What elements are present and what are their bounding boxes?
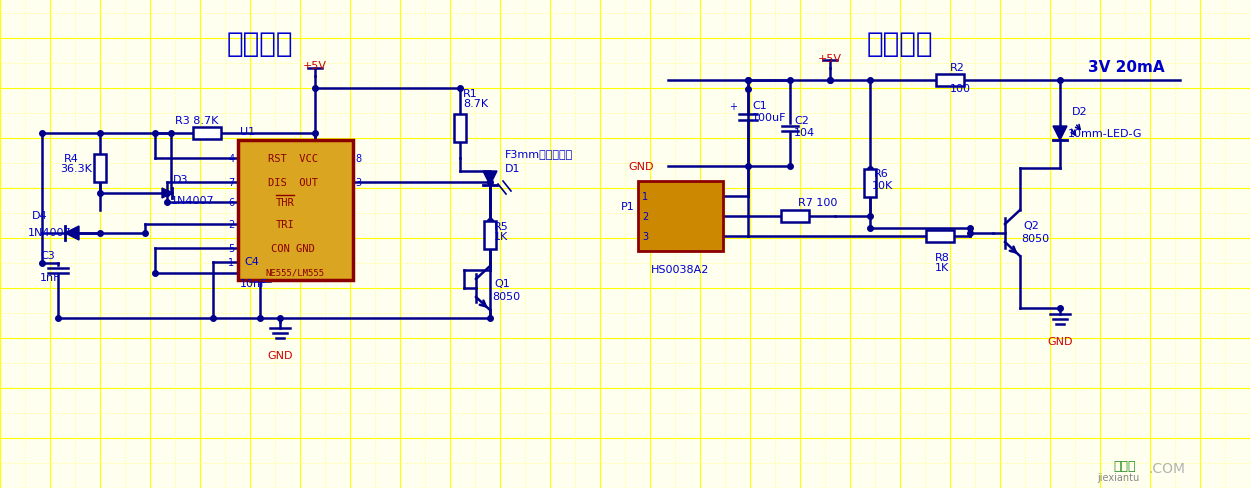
Text: 10nF: 10nF [240, 279, 268, 288]
Text: 1: 1 [229, 258, 235, 267]
Text: 2: 2 [642, 212, 649, 222]
Text: .COM: .COM [1148, 461, 1185, 475]
Text: 7: 7 [229, 178, 235, 187]
Text: +5V: +5V [302, 61, 328, 71]
Text: THR: THR [276, 198, 295, 207]
Text: 104: 104 [794, 128, 815, 138]
Text: GND: GND [629, 162, 654, 172]
Text: 1nF: 1nF [40, 272, 60, 283]
Text: GND: GND [268, 350, 292, 360]
Text: 1N4007: 1N4007 [171, 196, 215, 205]
Text: 10K: 10K [872, 181, 894, 191]
Text: 3: 3 [642, 231, 649, 242]
Polygon shape [482, 172, 498, 185]
Text: 8.7K: 8.7K [462, 99, 489, 109]
Text: DIS  OUT: DIS OUT [268, 178, 318, 187]
Text: 1K: 1K [494, 231, 509, 242]
Text: R3 8.7K: R3 8.7K [175, 116, 219, 126]
Bar [192, 128, 221, 140]
Text: +5V: +5V [818, 54, 842, 64]
Text: TRI: TRI [276, 220, 295, 229]
Polygon shape [65, 226, 79, 241]
Text: 1N4007: 1N4007 [28, 227, 71, 238]
Text: 10mm-LED-G: 10mm-LED-G [1068, 129, 1142, 139]
Text: 8050: 8050 [1021, 234, 1049, 244]
Text: C3: C3 [40, 250, 55, 261]
Text: D4: D4 [32, 210, 48, 221]
Text: R1: R1 [462, 89, 478, 99]
Text: 8: 8 [355, 154, 361, 163]
Text: NE555/LM555: NE555/LM555 [265, 268, 325, 277]
Text: D1: D1 [505, 163, 520, 174]
Text: F3mm红外发射管: F3mm红外发射管 [505, 149, 574, 159]
Bar [94, 155, 106, 183]
Text: RST  VCC: RST VCC [268, 154, 318, 163]
Text: +: + [729, 102, 738, 112]
Polygon shape [1052, 127, 1068, 141]
Text: R5: R5 [494, 222, 509, 231]
Text: 5: 5 [229, 244, 235, 253]
Bar [936, 75, 964, 87]
Text: 3: 3 [355, 178, 361, 187]
Bar [864, 170, 876, 198]
Text: HS0038A2: HS0038A2 [651, 264, 710, 274]
Text: R7 100: R7 100 [798, 198, 838, 207]
Text: D3: D3 [173, 175, 189, 184]
Bar [926, 230, 954, 243]
Text: jiexiantu: jiexiantu [1098, 472, 1139, 482]
Text: 4: 4 [229, 154, 235, 163]
Bar [238, 141, 352, 281]
Text: C2: C2 [794, 116, 809, 126]
Text: 8050: 8050 [492, 291, 520, 302]
Bar [454, 115, 466, 142]
Text: U1: U1 [240, 127, 255, 137]
Text: 36.3K: 36.3K [60, 163, 92, 174]
Text: Q2: Q2 [1022, 221, 1039, 230]
Text: R8: R8 [935, 252, 950, 263]
Bar [781, 210, 809, 223]
Polygon shape [162, 189, 172, 199]
Text: R4: R4 [64, 154, 79, 163]
Text: CON GND: CON GND [271, 244, 315, 253]
Text: 3V 20mA: 3V 20mA [1089, 60, 1165, 75]
Text: 接收部分: 接收部分 [866, 30, 934, 58]
Text: 2: 2 [229, 220, 235, 229]
Text: 接线图: 接线图 [1114, 460, 1136, 472]
Text: Q1: Q1 [494, 279, 510, 288]
Text: R6: R6 [874, 169, 889, 179]
Bar [638, 182, 722, 251]
Text: C1: C1 [752, 101, 766, 111]
Text: GND: GND [1048, 336, 1072, 346]
Bar [484, 222, 496, 249]
Text: 100uF: 100uF [752, 113, 786, 123]
Text: 1: 1 [642, 192, 649, 202]
Text: 6: 6 [229, 198, 235, 207]
Text: C4: C4 [244, 257, 259, 266]
Text: R2: R2 [950, 63, 965, 73]
Text: P1: P1 [621, 202, 635, 212]
Text: 100: 100 [950, 84, 971, 94]
Text: D2: D2 [1072, 107, 1088, 117]
Text: 发射部分: 发射部分 [226, 30, 294, 58]
Text: 1K: 1K [935, 263, 949, 272]
